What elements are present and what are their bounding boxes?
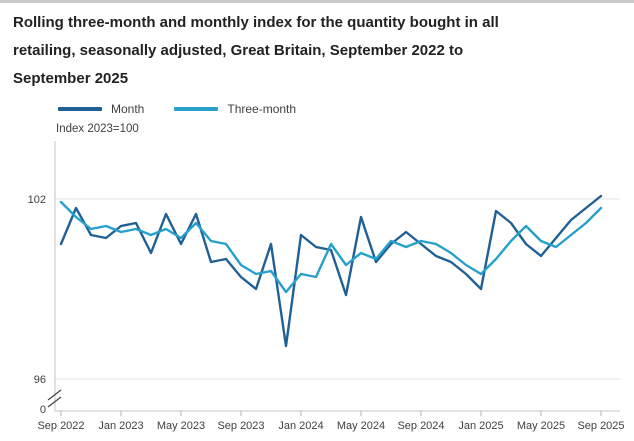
chart-legend: Month Three-month — [58, 102, 296, 116]
axis-break-mark — [47, 389, 62, 401]
x-tick-label: Sep 2023 — [217, 420, 264, 432]
series-line-month — [59, 194, 603, 348]
x-tick-label: May 2025 — [517, 420, 565, 432]
x-tick-label: May 2023 — [157, 420, 205, 432]
x-tick-label: Jan 2025 — [458, 420, 503, 432]
x-tick-label: Sep 2025 — [577, 420, 624, 432]
x-tick-label: Sep 2022 — [37, 420, 84, 432]
axis-break-mark — [47, 396, 62, 408]
x-tick-label: Jan 2023 — [98, 420, 143, 432]
legend-item-month: Month — [58, 102, 144, 116]
legend-label-month: Month — [111, 102, 145, 116]
month-line-swatch-icon — [58, 107, 102, 111]
x-tick-label: Sep 2024 — [397, 420, 444, 432]
series-line-three-month — [59, 200, 603, 294]
three-month-line-swatch-icon — [174, 107, 219, 111]
y-tick-label-102: 102 — [28, 194, 46, 206]
chart-svg: 102 96 0 Sep 2022 Jan 2023 May 2023 Sep 2023 Ja… — [28, 141, 625, 432]
x-tick-label: May 2024 — [337, 420, 385, 432]
legend-label-three-month: Three-month — [227, 102, 297, 116]
chart-title-line-1: Rolling three-month and monthly index fo… — [13, 14, 499, 31]
y-tick-label-0: 0 — [40, 404, 46, 416]
y-axis-unit-label: Index 2023=100 — [56, 123, 139, 135]
x-tick-label: Jan 2024 — [278, 420, 323, 432]
chart-title-line-3: September 2025 — [13, 70, 129, 87]
chart-title: Rolling three-month and monthly index fo… — [13, 9, 613, 93]
legend-item-three-month: Three-month — [174, 102, 296, 116]
y-tick-label-96: 96 — [34, 374, 46, 386]
chart-title-line-2: retailing, seasonally adjusted, Great Br… — [13, 42, 464, 59]
